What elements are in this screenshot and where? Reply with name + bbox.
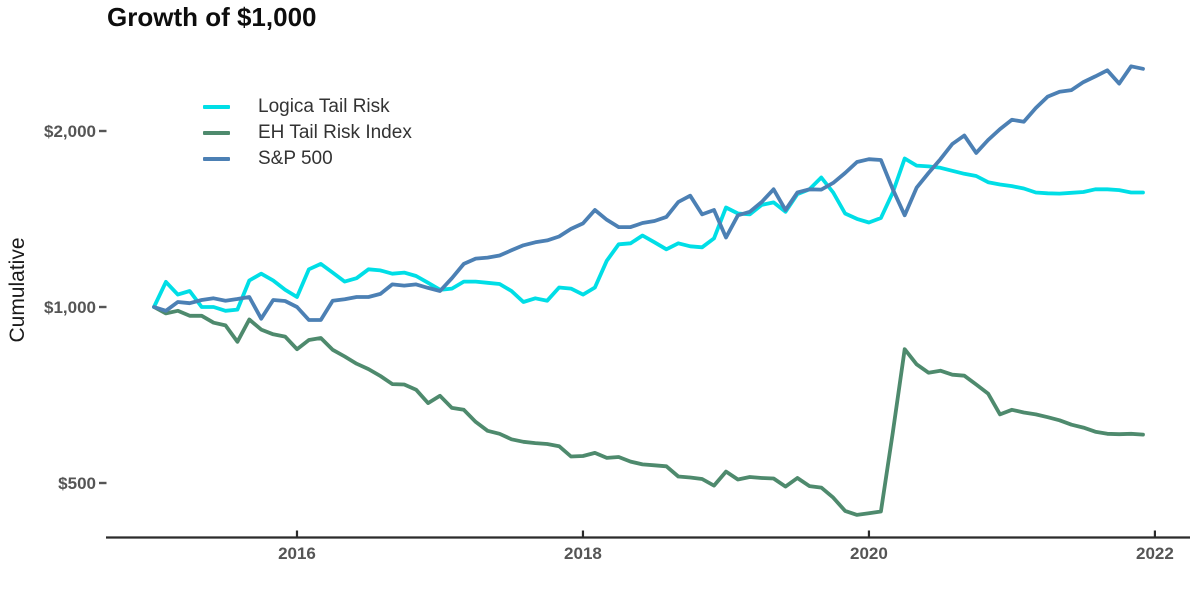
- chart-title: Growth of $1,000: [107, 2, 317, 32]
- legend-label-sp-500: S&P 500: [258, 148, 333, 169]
- legend-label-logica-tail-risk: Logica Tail Risk: [258, 96, 390, 117]
- legend-label-eh-tail-risk-index: EH Tail Risk Index: [258, 122, 412, 143]
- series-line-s-p-500: [152, 64, 1145, 322]
- legend-swatch-sp-500: [203, 157, 230, 161]
- series-line-logica-tail-risk: [152, 156, 1145, 313]
- series-line-eh-tail-risk-index: [152, 305, 1145, 517]
- legend-swatch-eh-tail-risk-index: [203, 131, 230, 135]
- x-tick-label: 2016: [278, 544, 316, 563]
- y-tick-label: $2,000: [44, 122, 96, 141]
- legend-item-sp-500: S&P 500: [203, 146, 412, 172]
- legend-item-logica-tail-risk: Logica Tail Risk: [203, 94, 412, 120]
- x-tick-label: 2022: [1136, 544, 1174, 563]
- y-axis-title: Cumulative: [6, 237, 29, 343]
- series-lines: [152, 64, 1145, 517]
- y-axis-ticks: $2,000 $1,000 $500: [44, 122, 107, 493]
- y-tick-label: $1,000: [44, 298, 96, 317]
- x-axis-ticks: 2016 2018 2020 2022: [278, 530, 1174, 563]
- x-tick-label: 2020: [850, 544, 888, 563]
- legend-swatch-logica-tail-risk: [203, 105, 230, 109]
- y-tick-label: $500: [58, 474, 96, 493]
- legend-item-eh-tail-risk-index: EH Tail Risk Index: [203, 120, 412, 146]
- legend: Logica Tail Risk EH Tail Risk Index S&P …: [203, 94, 412, 172]
- x-tick-label: 2018: [564, 544, 602, 563]
